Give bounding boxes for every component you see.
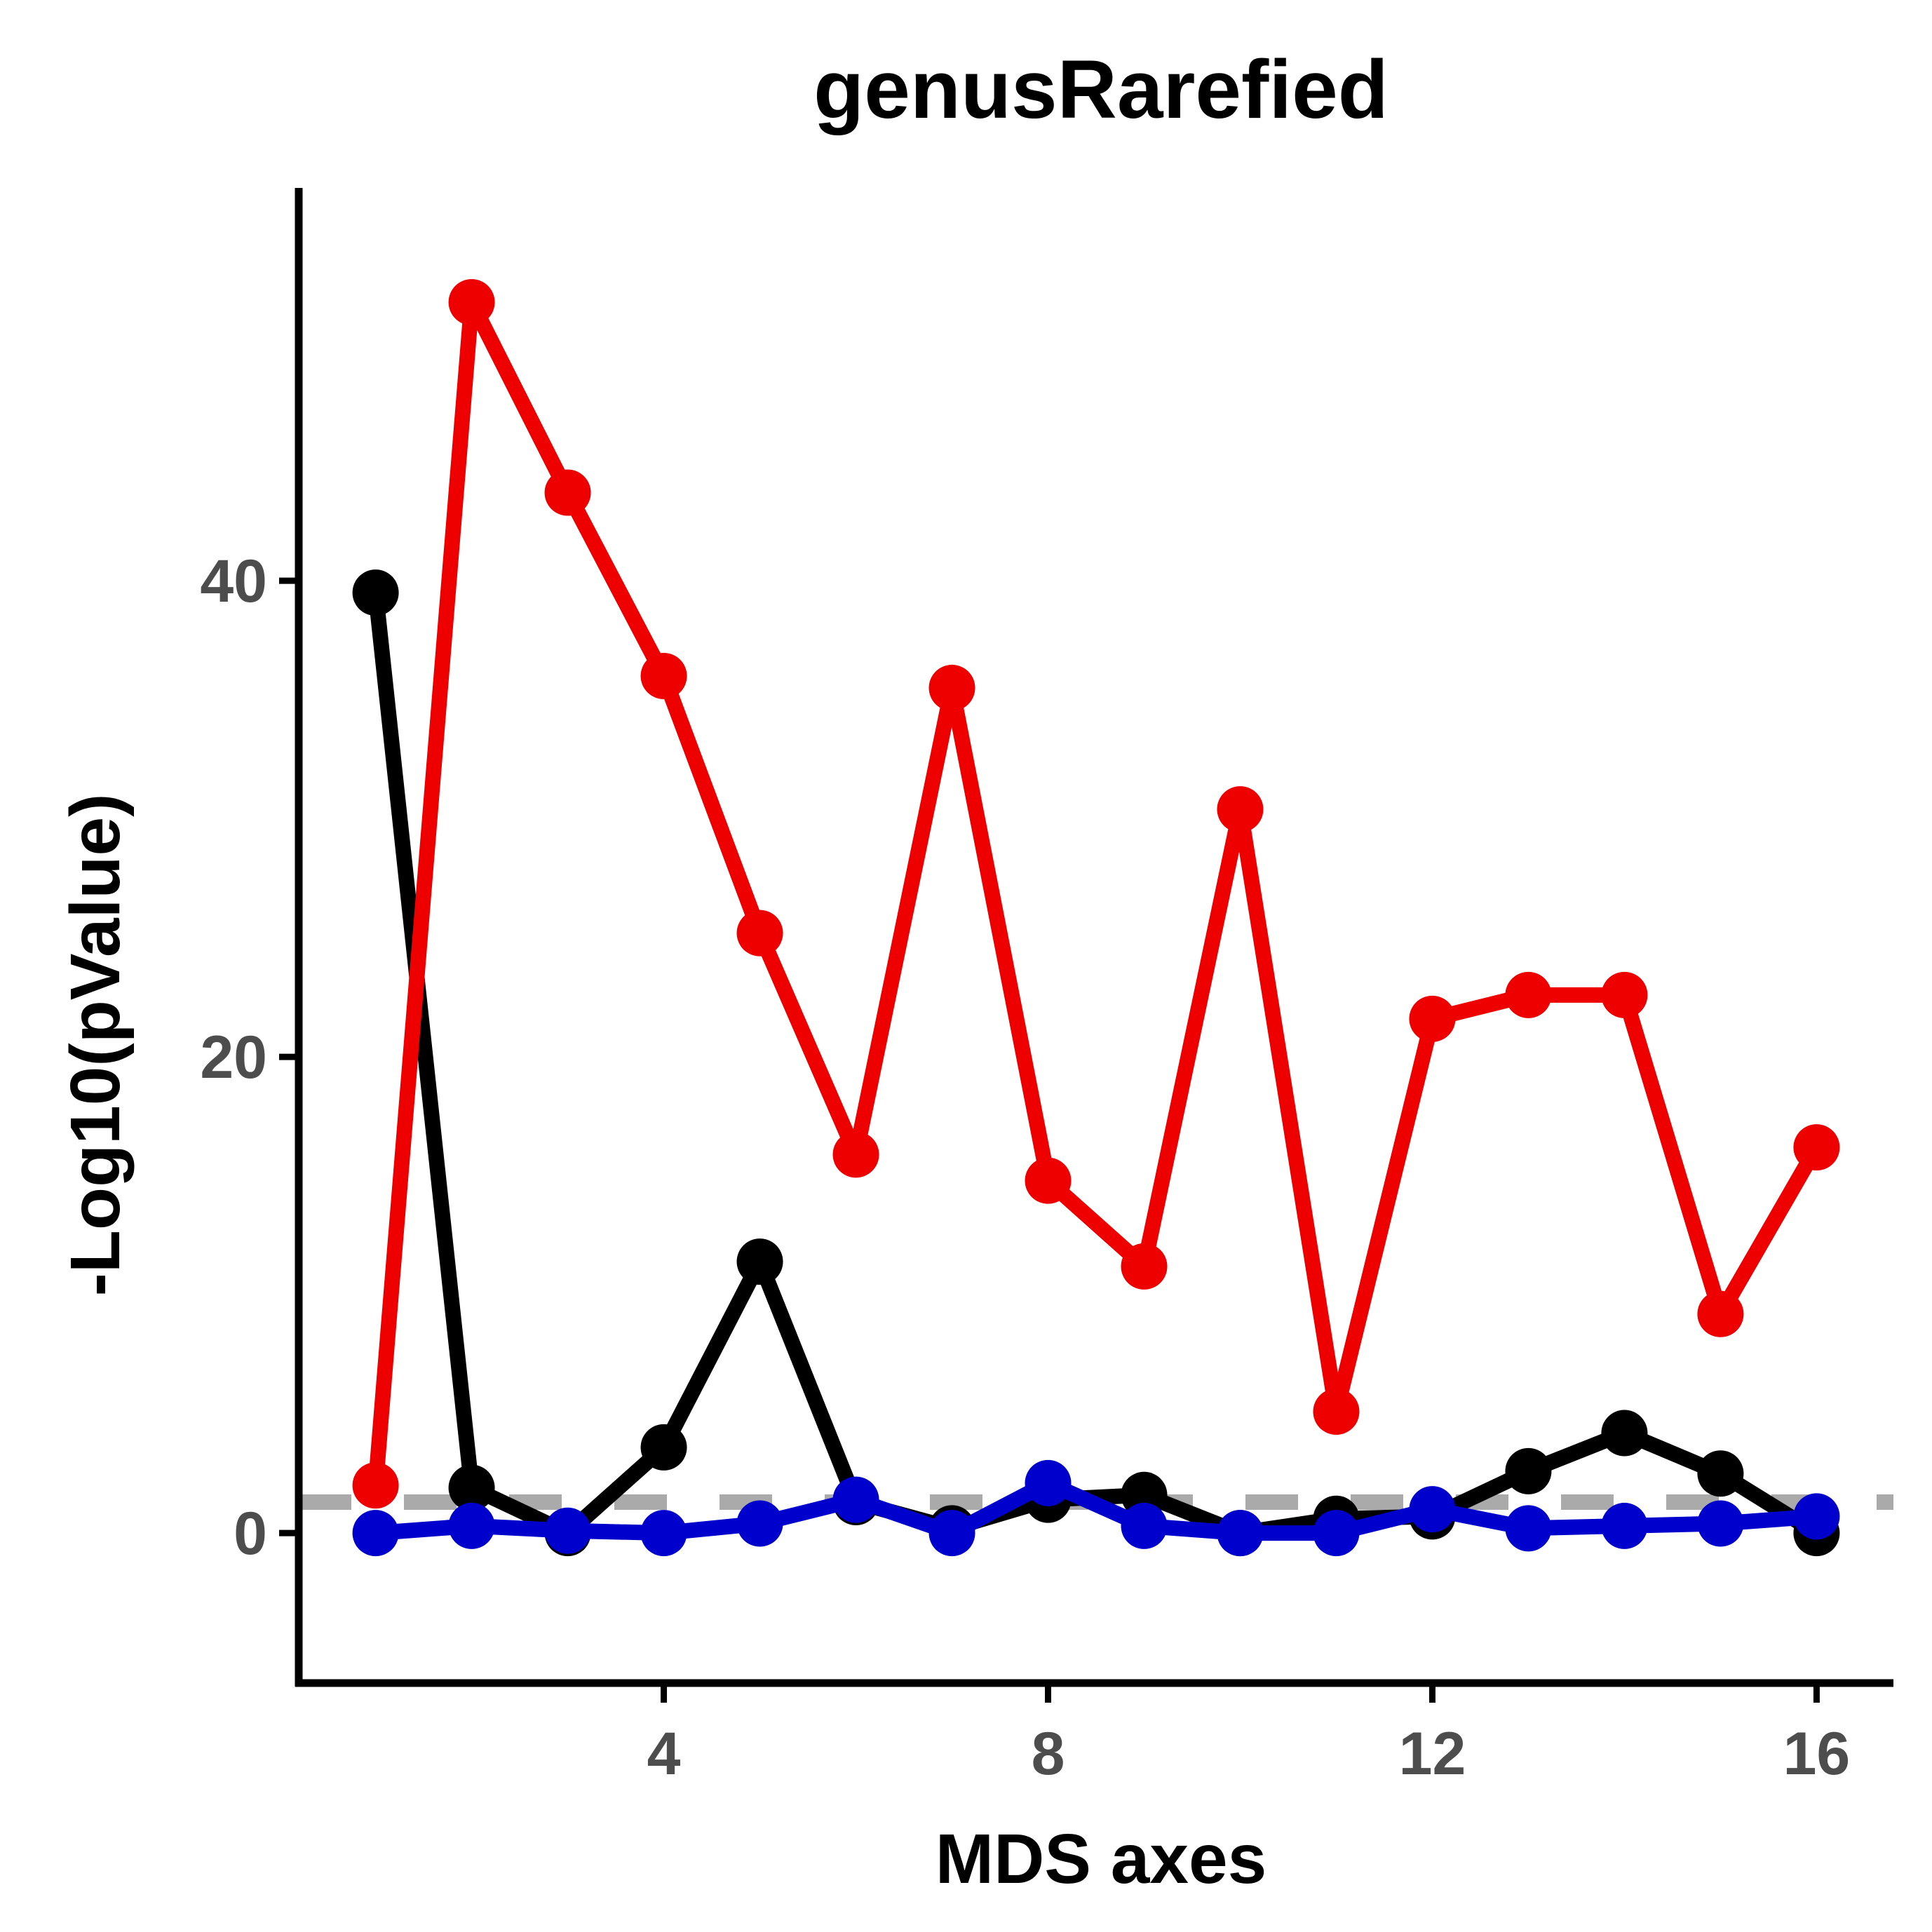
x-tick-label: 4 [647,1720,681,1788]
series-1-point [832,1131,879,1178]
series-0-point [736,1238,783,1285]
series-2-point [1793,1493,1840,1540]
series-2-point [1601,1502,1648,1549]
series-1-point [1121,1243,1168,1290]
series-1-point [1505,971,1552,1018]
tick-labels: 4 8 12 16 0 20 40 [200,548,1850,1788]
series-1-point [544,469,591,516]
series-0-point [1601,1410,1648,1457]
series-1-point [448,278,495,325]
chart-title: genusRarefied [813,43,1389,136]
series-2-point [1217,1510,1264,1557]
series-0-point [352,569,399,616]
series-2-point [736,1500,783,1547]
series-2-point [1121,1502,1168,1549]
series-2-point [640,1510,687,1557]
series-2-point [1697,1500,1744,1547]
axes [279,188,1893,1703]
series-1-point [1793,1124,1840,1171]
series-1-point [1025,1157,1072,1204]
y-axis-title: -Log10(pValue) [56,794,135,1297]
y-tick-label: 0 [234,1500,267,1567]
series-1-point [1697,1290,1744,1337]
series-1-point [1601,971,1648,1018]
x-tick-label: 16 [1783,1720,1851,1788]
series-1-point [352,1462,399,1509]
x-axis-title: MDS axes [935,1820,1266,1898]
y-tick-label: 20 [200,1024,267,1091]
series-1-point [736,910,783,957]
series-0-point [1505,1447,1552,1494]
series-2-point [1313,1510,1360,1557]
y-tick-label: 40 [200,548,267,615]
series-1-point [928,664,975,711]
series-0-point [448,1464,495,1511]
series-2-point [448,1502,495,1549]
series-1-point [640,652,687,699]
series-1-point [1313,1388,1360,1435]
series-0 [352,569,1840,1557]
x-tick-label: 12 [1399,1720,1466,1788]
series-1 [352,278,1840,1509]
series-2-point [1025,1459,1072,1506]
series-2-point [832,1476,879,1523]
series-0-point [640,1424,687,1471]
series-2-point [1505,1505,1552,1552]
series-0-point [1697,1450,1744,1497]
series-layer [352,278,1840,1557]
series-2-point [544,1507,591,1554]
series-2-point [1409,1486,1456,1533]
series-2-point [352,1510,399,1557]
series-2 [352,1459,1840,1557]
series-1-point [1217,786,1264,833]
series-2-line [367,1475,1825,1541]
x-tick-label: 8 [1032,1720,1065,1788]
series-0-line [367,585,1825,1541]
series-1-point [1409,995,1456,1042]
series-2-point [928,1510,975,1557]
series-1-line [367,295,1825,1494]
